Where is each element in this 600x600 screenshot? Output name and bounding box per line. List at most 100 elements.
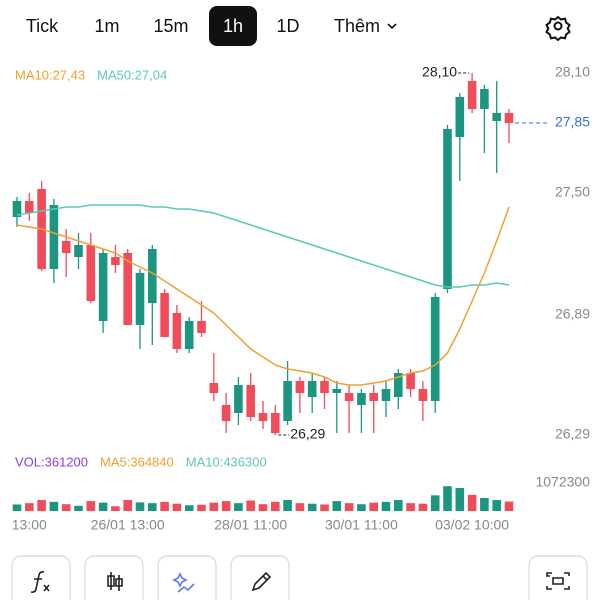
pencil-icon [251, 571, 272, 592]
draw-button[interactable] [230, 555, 290, 600]
volume-bar [258, 504, 268, 511]
volume-bar [406, 503, 415, 511]
candle-body [418, 389, 428, 401]
candle-body [295, 381, 305, 393]
candle-body [344, 393, 354, 401]
candle-body [406, 373, 415, 389]
candle-body [283, 381, 292, 421]
tab[interactable]: 15m [153, 16, 188, 36]
candle-body [369, 393, 378, 401]
volume-bar [418, 503, 428, 511]
volume-bar [504, 501, 514, 511]
dropdown-chevron [387, 23, 397, 30]
volume-bar [148, 503, 157, 511]
candle-body [221, 405, 231, 421]
tab-selected-bg [209, 6, 257, 46]
candle-body [394, 373, 403, 397]
volume-bar [246, 500, 255, 511]
x-tick-label: 30/01 11:00 [325, 517, 398, 533]
volume-bar [160, 501, 169, 511]
candle-body [172, 313, 182, 349]
candle-body [49, 205, 59, 269]
chart-type-button[interactable] [84, 555, 144, 600]
volume-bar [98, 502, 108, 511]
volume-bar [49, 501, 59, 511]
candle-body [320, 381, 329, 393]
candle-body [234, 385, 243, 413]
volume-bar [135, 502, 145, 511]
candle-icon [107, 572, 123, 591]
y-tick-label: 27,50 [555, 184, 590, 200]
volume-bar [74, 505, 83, 511]
volume-bar [197, 504, 206, 511]
high-label: 28,10 [422, 64, 457, 80]
candle-body [86, 245, 96, 301]
candle-body [480, 89, 489, 109]
volume-bar [357, 504, 366, 511]
candle-body [455, 97, 465, 137]
volume-bar [283, 500, 292, 511]
x-tick-label: 03/02 10:00 [435, 517, 509, 533]
volume-bar [184, 505, 194, 511]
candle-body [135, 273, 145, 325]
volume-bar [394, 500, 403, 511]
x-tick-label: 13:00 [12, 517, 47, 533]
tab[interactable]: Tick [26, 16, 59, 36]
candle-body [61, 241, 71, 253]
volume-bar [492, 500, 501, 511]
volume-bar [209, 502, 219, 511]
vol-legend: MA10:436300 [186, 454, 267, 469]
volume-bar [467, 494, 477, 511]
tab[interactable]: Thêm [334, 16, 380, 36]
volume-bar [221, 501, 231, 511]
indicator-button[interactable] [11, 555, 71, 600]
settings-button[interactable] [545, 15, 571, 42]
x-tick-label: 26/01 13:00 [91, 517, 165, 533]
volume-bar [455, 488, 465, 511]
legend-entry: MA10:27,43 [15, 67, 85, 82]
vol-legend: MA5:364840 [100, 454, 174, 469]
volume-bar [344, 503, 354, 511]
gear-icon [545, 15, 571, 42]
ma-line [16, 204, 510, 288]
tab[interactable]: 1m [94, 16, 119, 36]
candle-body [12, 201, 22, 217]
volume-bar [381, 501, 391, 511]
fullscreen-button[interactable] [528, 555, 588, 600]
volume-bar [234, 503, 243, 511]
candle-body [209, 383, 219, 393]
volume-bar [172, 503, 182, 511]
y-tick-label: 26,29 [555, 426, 590, 442]
function-icon [30, 571, 50, 593]
candle-body [271, 413, 280, 433]
candle-body [197, 321, 206, 333]
candle-body [467, 81, 477, 109]
sparkle-icon [172, 572, 195, 593]
volume-bar [123, 500, 132, 511]
ma-line [16, 206, 510, 386]
low-label: 26,29 [290, 426, 325, 442]
volume-bar [111, 506, 120, 511]
volume-bar [86, 501, 96, 511]
volume-bar [430, 495, 440, 511]
fullscreen-icon [546, 572, 570, 590]
toolbar [11, 555, 588, 600]
gear-icon-center [553, 21, 563, 31]
candle-body [98, 253, 108, 321]
vol-legend: VOL:361200 [15, 454, 88, 469]
candle-body [504, 113, 514, 123]
tab[interactable]: 1D [276, 16, 299, 36]
volume-bar [369, 502, 378, 511]
volume-bar [61, 504, 71, 511]
candle-body [25, 201, 34, 213]
tab[interactable]: 1h [223, 16, 243, 36]
ai-button[interactable] [157, 555, 217, 600]
y-tick-label: 28,10 [555, 64, 590, 80]
candle-body [74, 245, 83, 257]
candle-body [160, 293, 169, 337]
candle-body [332, 389, 342, 393]
volume-bar [332, 501, 342, 511]
candle-body [184, 321, 194, 349]
candle-body [123, 253, 132, 325]
